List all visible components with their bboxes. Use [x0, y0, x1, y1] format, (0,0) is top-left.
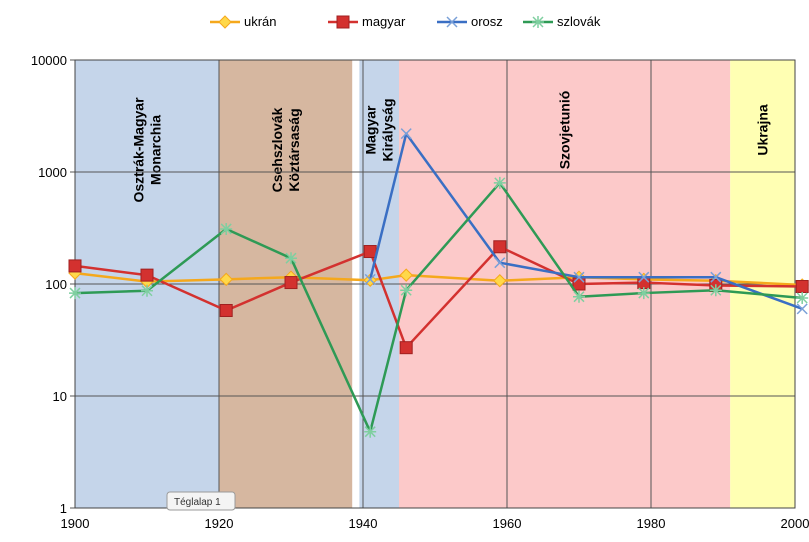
- data-point-star: [573, 290, 585, 303]
- annotation-layer: Téglalap 1: [166, 491, 236, 511]
- x-tick-label: 1900: [61, 516, 90, 531]
- x-tick-label: 1960: [493, 516, 522, 531]
- y-tick-label: 1: [60, 501, 67, 516]
- series-orosz: [364, 128, 808, 315]
- data-point-star: [141, 284, 153, 297]
- x-tick-label: 1940: [349, 516, 378, 531]
- y-tick-label: 10000: [31, 53, 67, 68]
- era-label: CsehszlovákKöztársaság: [269, 107, 302, 192]
- data-point-square: [795, 279, 809, 293]
- data-point-square: [284, 276, 298, 290]
- data-point-square: [68, 259, 82, 273]
- y-tick-label: 1000: [38, 165, 67, 180]
- data-point-square: [493, 240, 507, 254]
- data-point-star: [69, 287, 81, 300]
- legend-item-szlovák: szlovák: [523, 14, 601, 29]
- data-point-square: [363, 245, 377, 259]
- era-label: Ukrajna: [755, 104, 771, 156]
- data-point-star: [493, 176, 506, 189]
- era-label-line: Monarchia: [148, 115, 164, 185]
- era-label-line: Ukrajna: [755, 104, 771, 156]
- legend: ukrán magyar orosz szlovák: [210, 14, 601, 29]
- data-point-diamond: [399, 268, 413, 282]
- era-label: MagyarKirályság: [363, 98, 396, 161]
- series-layer: [68, 128, 809, 438]
- era-label-line: Köztársaság: [286, 108, 302, 191]
- legend-item-orosz: orosz: [437, 14, 503, 29]
- era-label: Szovjetunió: [557, 91, 573, 170]
- data-point-star: [285, 252, 297, 265]
- legend-label: szlovák: [557, 14, 601, 29]
- data-point-star: [709, 284, 722, 297]
- data-point-x: [400, 128, 412, 140]
- data-point-square: [336, 15, 350, 29]
- series-szlovák: [69, 176, 809, 438]
- legend-item-ukrán: ukrán: [210, 14, 277, 29]
- data-point-square: [219, 303, 233, 317]
- era-label-line: Szovjetunió: [557, 91, 573, 170]
- data-point-x: [710, 271, 722, 283]
- legend-label: ukrán: [244, 14, 277, 29]
- data-point-star: [532, 16, 544, 28]
- y-tick-label: 10: [53, 389, 67, 404]
- x-tick-label: 1980: [637, 516, 666, 531]
- data-point-star: [400, 284, 413, 297]
- y-tick-label: 100: [45, 277, 67, 292]
- legend-label: orosz: [471, 14, 503, 29]
- data-point-star: [637, 287, 650, 300]
- legend-item-magyar: magyar: [328, 14, 406, 29]
- era-label-line: Királyság: [380, 98, 396, 161]
- textbox-annotation: Téglalap 1: [166, 491, 236, 511]
- x-tick-label: 2000: [781, 516, 809, 531]
- era-label-line: Magyar: [363, 105, 379, 155]
- textbox-frame: [166, 491, 236, 511]
- data-point-diamond: [218, 15, 232, 29]
- textbox-label: Téglalap 1: [174, 497, 221, 508]
- data-point-star: [364, 425, 377, 438]
- data-point-x: [364, 273, 376, 285]
- data-point-x: [446, 16, 458, 28]
- data-point-x: [638, 271, 650, 283]
- data-point-star: [220, 222, 233, 235]
- data-point-x: [796, 303, 808, 315]
- era-label-line: Osztrák-Magyar: [131, 97, 147, 203]
- data-point-diamond: [219, 272, 233, 287]
- data-point-x: [573, 271, 585, 283]
- data-point-square: [140, 268, 154, 282]
- data-point-star: [796, 291, 809, 304]
- era-label-line: Csehszlovák: [269, 107, 285, 192]
- data-point-diamond: [493, 274, 507, 288]
- era-label: Osztrák-MagyarMonarchia: [131, 97, 164, 203]
- data-point-x: [494, 257, 506, 269]
- x-tick-label: 1920: [205, 516, 234, 531]
- data-point-square: [572, 277, 586, 291]
- data-point-square: [399, 341, 413, 355]
- legend-label: magyar: [362, 14, 406, 29]
